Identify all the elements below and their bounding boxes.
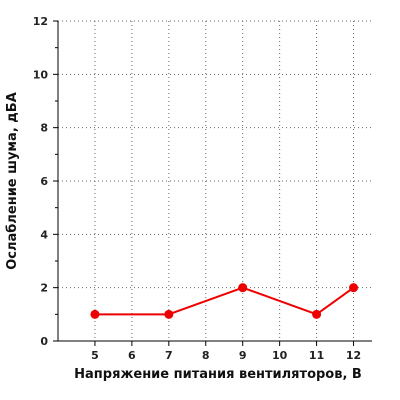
x-axis-label: Напряжение питания вентиляторов, В [74,367,362,382]
x-tick-label: 12 [346,349,361,362]
y-tick-label: 12 [33,15,48,28]
x-tick-label: 11 [309,349,324,362]
data-point [312,309,322,319]
x-tick-label: 10 [272,349,288,362]
x-tick-label: 6 [128,349,136,362]
data-point [90,309,100,319]
y-tick-label: 10 [33,68,49,81]
axes [53,20,372,346]
data-point [349,283,359,293]
y-tick-label: 8 [40,122,48,135]
x-tick-label: 5 [91,349,99,362]
series [90,283,359,319]
x-tick-label: 8 [202,349,210,362]
tick-labels: 5 6 7 8 9 10 11 12 0 2 4 6 8 10 12 [33,15,361,362]
x-tick-label: 9 [239,349,247,362]
y-tick-label: 0 [40,335,48,348]
y-tick-label: 6 [40,175,48,188]
data-point [238,283,248,293]
y-tick-label: 4 [40,228,48,241]
y-axis-label: Ослабление шума, дБА [5,92,20,270]
y-tick-label: 2 [40,282,48,295]
x-tick-label: 7 [165,349,173,362]
data-point [164,309,174,319]
